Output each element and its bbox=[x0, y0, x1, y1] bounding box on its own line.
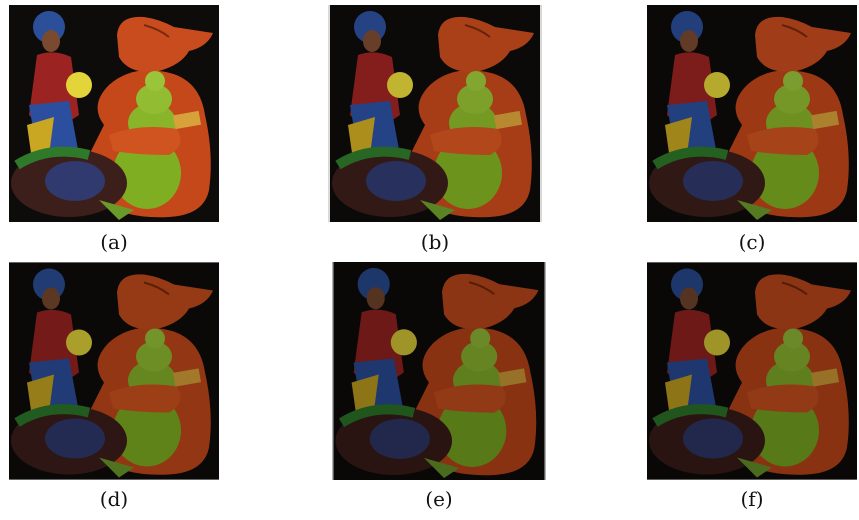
caption: (a) bbox=[54, 230, 174, 254]
image-panel bbox=[647, 5, 857, 222]
figure-page: (a) (b) (c) (d) (e) (f) (() => { const d… bbox=[0, 0, 859, 520]
image-panel bbox=[332, 262, 546, 480]
image-panel bbox=[328, 5, 542, 222]
image-panel bbox=[9, 5, 219, 222]
caption: (f) bbox=[692, 487, 812, 511]
caption: (b) bbox=[375, 230, 495, 254]
caption: (c) bbox=[692, 230, 812, 254]
image-panel bbox=[9, 262, 219, 480]
image-panel bbox=[647, 262, 857, 480]
caption: (e) bbox=[379, 487, 499, 511]
caption: (d) bbox=[54, 487, 174, 511]
